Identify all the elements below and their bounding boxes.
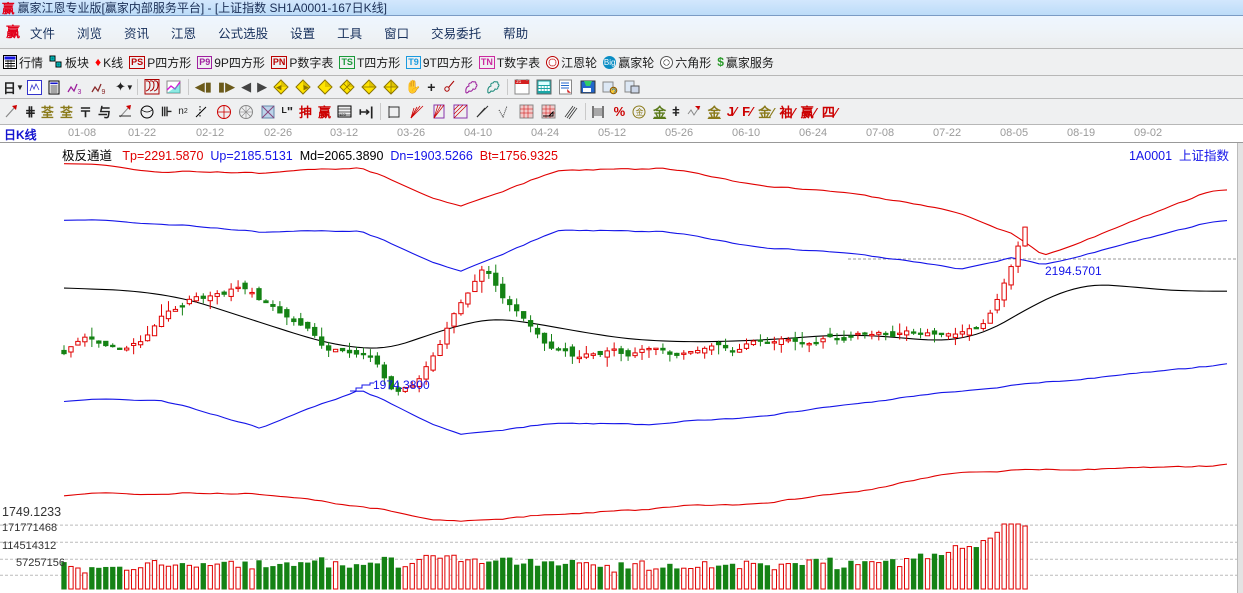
svg-text:123: 123 xyxy=(339,112,346,117)
svg-text:3: 3 xyxy=(77,89,81,95)
svg-text:金: 金 xyxy=(636,107,644,117)
svg-text:9: 9 xyxy=(101,89,105,95)
svg-text:▶: ▶ xyxy=(304,85,310,92)
svg-text:◀: ◀ xyxy=(276,85,282,92)
